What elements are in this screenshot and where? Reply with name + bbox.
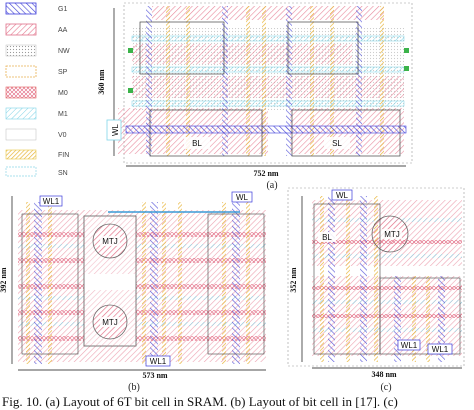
panel-b-wl1-top-label: WL1 — [43, 197, 60, 206]
panel-b-height-dim: 392 nm — [0, 267, 8, 292]
legend-label-v0: V0 — [58, 132, 67, 139]
legend-label-sp: SP — [58, 69, 68, 76]
panel-c: MTJ BL WL WL1 WL1 352 nm 348 nm (c) — [287, 187, 465, 393]
legend-item-sp: SP — [5, 65, 68, 78]
panel-c-wl1-second-label: WL1 — [432, 345, 449, 354]
legend-label-fin: FIN — [58, 152, 69, 159]
legend-label-nw: NW — [58, 48, 70, 55]
panel-a-height-dim: 360 nm — [97, 69, 106, 94]
legend-item-nw: NW — [5, 44, 70, 57]
legend: G1 AA NW SP M0 M1 V0 FIN — [5, 2, 70, 177]
panel-b: MTJ MTJ WL1 WL WL1 392 nm 573 nm (b) — [0, 191, 266, 393]
legend-label-sn: SN — [58, 170, 68, 177]
panel-c-mtj-label: MTJ — [384, 230, 400, 239]
legend-item-g1: G1 — [5, 2, 67, 15]
panel-b-mtj-top-label: MTJ — [102, 237, 118, 246]
figure-caption: Fig. 10. (a) Layout of 6T bit cell in SR… — [2, 394, 398, 409]
legend-item-fin: FIN — [5, 149, 69, 160]
legend-item-m1: M1 — [5, 107, 68, 120]
legend-item-m0: M0 — [5, 86, 68, 99]
legend-item-aa: AA — [5, 23, 68, 36]
panel-c-height-dim: 352 nm — [289, 267, 298, 292]
panel-c-wl-top-label: WL — [336, 191, 349, 200]
panel-c-width-dim: 348 nm — [371, 370, 396, 379]
panel-a-sl-label: SL — [332, 139, 342, 148]
legend-label-aa: AA — [58, 27, 68, 34]
legend-label-g1: G1 — [58, 6, 67, 13]
legend-item-sn: SN — [5, 166, 68, 177]
panel-b-label: (b) — [128, 382, 140, 393]
legend-label-m0: M0 — [58, 90, 68, 97]
panel-a-bl-label: BL — [192, 139, 202, 148]
panel-a-label: (a) — [266, 180, 277, 191]
panel-b-width-dim: 573 nm — [142, 371, 167, 380]
panel-b-wl-label: WL — [236, 193, 249, 202]
panel-a-wl-label: WL — [111, 123, 120, 136]
panel-c-wl1-label: WL1 — [401, 341, 418, 350]
legend-label-m1: M1 — [58, 111, 68, 118]
panel-b-wl1-bottom-label: WL1 — [150, 357, 167, 366]
panel-a-width-dim: 752 nm — [253, 169, 278, 178]
legend-item-v0: V0 — [5, 128, 67, 141]
panel-c-label: (c) — [380, 382, 391, 393]
panel-c-bl-label: BL — [322, 233, 332, 242]
panel-a: WL BL SL 360 nm 752 nm (a) — [97, 2, 413, 191]
panel-b-mtj-bottom-label: MTJ — [102, 318, 118, 327]
